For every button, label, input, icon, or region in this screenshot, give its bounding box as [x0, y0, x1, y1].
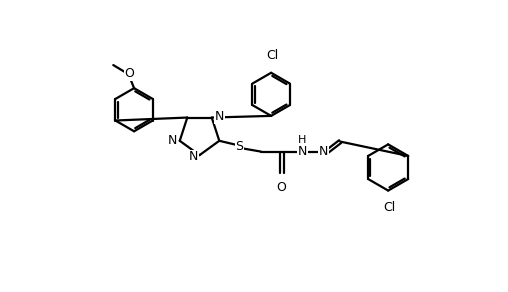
- Text: Cl: Cl: [267, 49, 279, 62]
- Text: N: N: [319, 145, 328, 158]
- Text: Cl: Cl: [384, 201, 396, 214]
- Text: S: S: [235, 140, 243, 154]
- Text: H: H: [298, 135, 307, 145]
- Text: N: N: [215, 110, 224, 123]
- Text: N: N: [167, 134, 177, 147]
- Text: N: N: [298, 145, 307, 158]
- Text: N: N: [188, 150, 198, 163]
- Text: O: O: [124, 67, 135, 80]
- Text: O: O: [277, 181, 287, 194]
